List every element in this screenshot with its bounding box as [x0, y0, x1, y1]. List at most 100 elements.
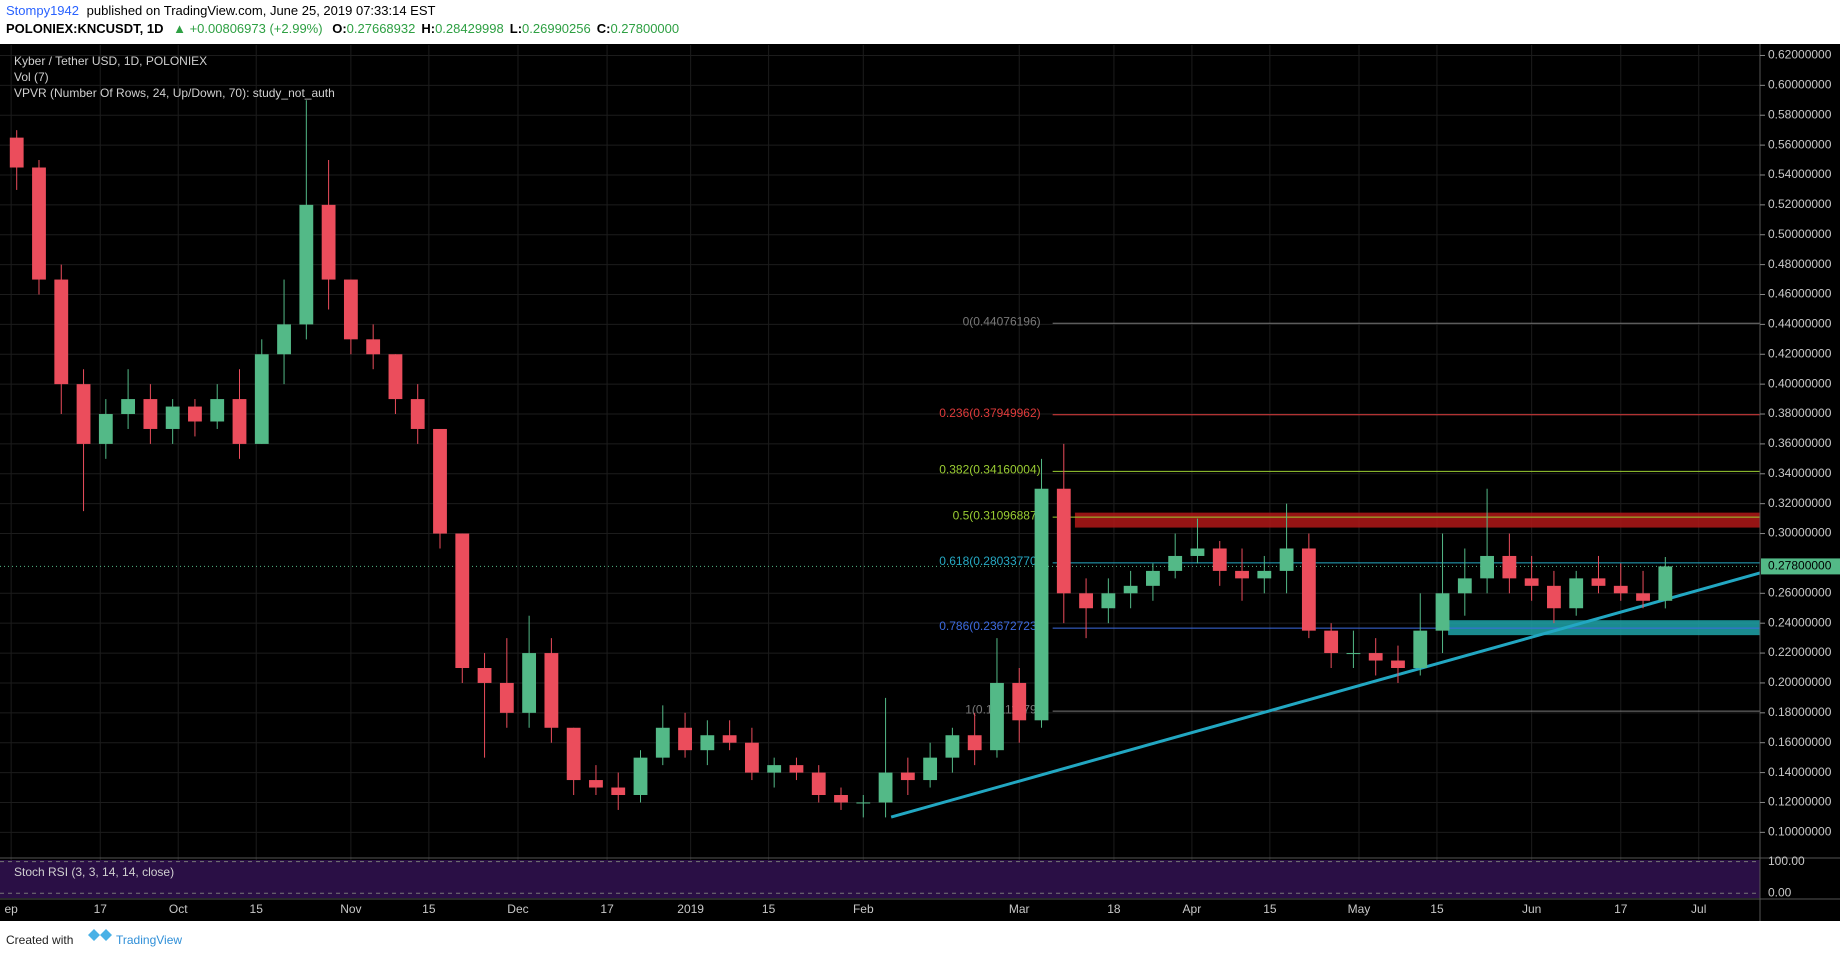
author[interactable]: Stompy1942 — [6, 3, 79, 18]
candles — [9, 100, 1673, 818]
candle-body — [477, 668, 492, 683]
header-line2: POLONIEX:KNCUSDT, 1D ▲ +0.00806973 (+2.9… — [6, 21, 679, 36]
fib-label: 0.5(0.31096887) — [953, 508, 1041, 522]
ohlc-value: 0.27668932 — [347, 21, 416, 36]
y-tick-label: 0.30000000 — [1768, 526, 1832, 540]
candle-body — [1056, 488, 1071, 594]
candle-body — [343, 279, 358, 340]
stoch-tick-label: 100.00 — [1768, 854, 1805, 868]
candle-body — [1658, 566, 1673, 601]
candle-body — [1457, 578, 1472, 594]
y-tick-label: 0.20000000 — [1768, 675, 1832, 689]
candle-body — [1034, 488, 1049, 721]
x-tick-label: 15 — [250, 902, 264, 916]
candle-body — [1146, 570, 1160, 586]
candle-body — [210, 399, 225, 422]
y-tick-label: 0.60000000 — [1768, 78, 1832, 92]
x-tick-label: ep — [4, 902, 18, 916]
candle-body — [188, 406, 202, 422]
candle-body — [945, 735, 960, 758]
candle-body — [700, 735, 715, 751]
y-tick-label: 0.16000000 — [1768, 735, 1832, 749]
header-line1: Stompy1942 published on TradingView.com,… — [6, 3, 436, 18]
zone — [1074, 512, 1760, 528]
x-tick-label: 15 — [422, 902, 436, 916]
candle-body — [544, 653, 559, 728]
candle-body — [811, 772, 826, 795]
y-tick-label: 0.32000000 — [1768, 496, 1832, 510]
stoch-title: Stoch RSI (3, 3, 14, 14, close) — [14, 865, 174, 879]
y-tick-label: 0.48000000 — [1768, 257, 1832, 271]
candle-body — [834, 794, 848, 803]
fib-label: 0.236(0.37949962) — [939, 406, 1040, 420]
x-tick-label: 17 — [1614, 902, 1628, 916]
y-tick-label: 0.54000000 — [1768, 167, 1832, 181]
y-tick-label: 0.26000000 — [1768, 585, 1832, 599]
y-tick-label: 0.10000000 — [1768, 825, 1832, 839]
candle-body — [1190, 548, 1205, 556]
y-tick-label: 0.24000000 — [1768, 615, 1832, 629]
y-tick-label: 0.14000000 — [1768, 765, 1832, 779]
x-tick-label: Dec — [507, 902, 528, 916]
candle-body — [499, 682, 514, 713]
x-tick-label: 15 — [762, 902, 776, 916]
fib-label: 0.786(0.23672723) — [939, 619, 1040, 633]
candle-body — [923, 757, 938, 781]
candle-body — [76, 384, 91, 444]
candle-body — [1502, 555, 1517, 579]
ohlc-value: 0.27800000 — [610, 21, 679, 36]
y-tick-label: 0.18000000 — [1768, 705, 1832, 719]
ohlc-label: H: — [421, 21, 435, 36]
candle-body — [165, 406, 180, 429]
x-tick-label: 17 — [600, 902, 614, 916]
y-tick-label: 0.36000000 — [1768, 436, 1832, 450]
x-tick-label: May — [1348, 902, 1371, 916]
x-tick-label: Nov — [340, 902, 361, 916]
candle-body — [388, 354, 403, 400]
candle-body — [1212, 548, 1227, 571]
candle-body — [1636, 593, 1650, 601]
x-tick-label: Apr — [1183, 902, 1202, 916]
footer-brand[interactable]: TradingView — [116, 933, 182, 947]
x-tick-label: 17 — [94, 902, 108, 916]
brand-logo — [88, 929, 112, 941]
candle-body — [1101, 593, 1116, 609]
fib-label: 0(0.44076196) — [963, 314, 1041, 328]
trendline — [890, 571, 1761, 819]
x-tick-label: 15 — [1263, 902, 1277, 916]
candle-body — [54, 279, 69, 385]
candle-body — [611, 787, 626, 795]
candle-body — [98, 414, 113, 444]
candle-body — [990, 682, 1004, 751]
x-tick-label: Mar — [1009, 902, 1030, 916]
candle-body — [1346, 653, 1361, 655]
candle-body — [655, 727, 670, 758]
candle-body — [1480, 555, 1494, 579]
candle-body — [1301, 548, 1316, 631]
candle-body — [1547, 585, 1561, 609]
stoch-tick-label: 0.00 — [1768, 885, 1792, 899]
y-tick-label: 0.34000000 — [1768, 466, 1832, 480]
candle-body — [121, 399, 136, 415]
legend-indicator: VPVR (Number Of Rows, 24, Up/Down, 70): … — [14, 86, 335, 100]
candle-body — [455, 533, 470, 669]
candle-body — [1435, 593, 1450, 631]
candle-body — [589, 780, 603, 788]
y-tick-label: 0.12000000 — [1768, 795, 1832, 809]
candle-body — [299, 204, 314, 325]
candle-body — [1123, 585, 1138, 594]
stoch-pane — [0, 860, 1760, 898]
candle-body — [1391, 660, 1405, 669]
fib-label: 0.382(0.34160004) — [939, 463, 1040, 477]
candle-body — [366, 339, 381, 355]
candle-body — [1257, 570, 1272, 579]
current-price-box — [1761, 558, 1840, 575]
candle-body — [522, 653, 537, 713]
candle-body — [321, 204, 336, 280]
candle-body — [1235, 570, 1249, 579]
candle-body — [566, 727, 581, 781]
grid — [0, 45, 1760, 898]
fib-label: 0.618(0.28033770) — [939, 554, 1040, 568]
y-tick-label: 0.22000000 — [1768, 645, 1832, 659]
